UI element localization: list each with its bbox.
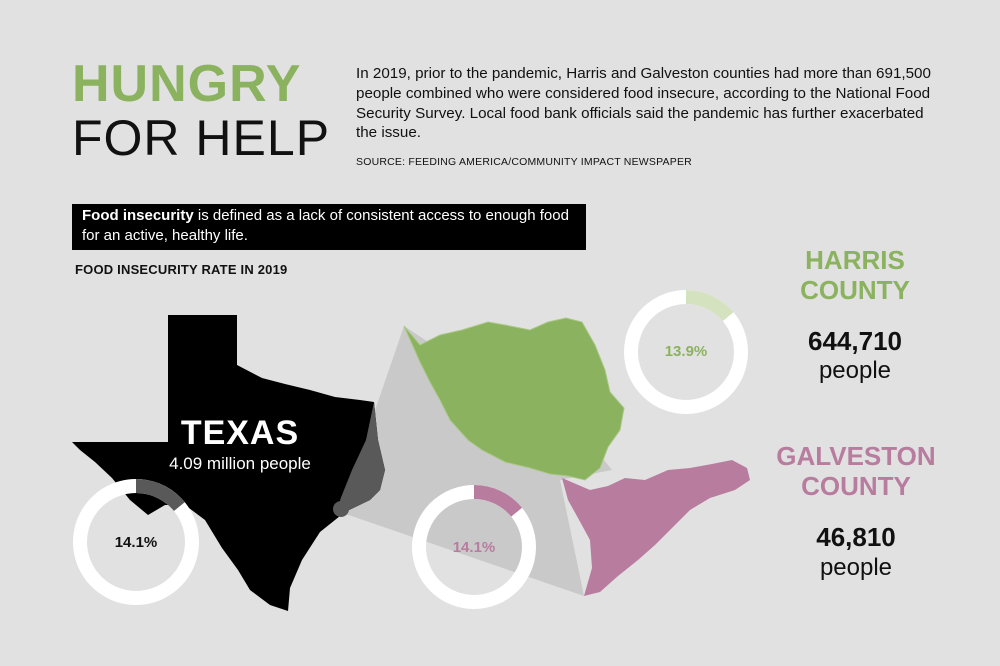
texas-map (72, 315, 385, 611)
harris-count: 644,710 (808, 326, 902, 356)
title-line-1: HUNGRY (72, 55, 302, 113)
galveston-rate-ring (412, 485, 536, 609)
galveston-county-name: GALVESTON COUNTY (768, 441, 944, 502)
source-line: SOURCE: FEEDING AMERICA/COMMUNITY IMPACT… (356, 156, 692, 168)
rate-heading: FOOD INSECURITY RATE IN 2019 (75, 262, 288, 277)
definition-text: is defined as a lack of consistent acces… (82, 207, 569, 245)
title-line-2: FOR HELP (72, 110, 331, 166)
harris-name-line-2: COUNTY (800, 274, 910, 305)
harris-rate-ring (624, 290, 748, 414)
harris-county-map (403, 317, 625, 481)
harris-ring-arc (685, 290, 734, 322)
harris-county-name: HARRIS COUNTY (790, 245, 920, 306)
texas-population: 4.09 million people (169, 454, 311, 473)
texas-rate-ring (73, 479, 199, 605)
intro-paragraph: In 2019, prior to the pandemic, Harris a… (356, 65, 931, 142)
galveston-count: 46,810 (816, 522, 896, 552)
texas-highlight (340, 402, 385, 512)
galveston-rate-label: 14.1% (452, 539, 496, 556)
texas-ring-arc (135, 479, 185, 512)
texas-rate-label: 14.1% (114, 534, 158, 551)
galveston-name-line-1: GALVESTON (776, 441, 936, 471)
galveston-name-line-2: COUNTY (801, 470, 911, 501)
galveston-ring-arc (473, 485, 523, 517)
houston-dot (333, 501, 349, 517)
galveston-unit: people (819, 554, 893, 581)
harris-name-line-1: HARRIS (805, 245, 905, 275)
harris-rate-label: 13.9% (664, 343, 708, 360)
harris-unit: people (818, 357, 892, 384)
definition-box: Food insecurity is defined as a lack of … (72, 204, 586, 250)
texas-label: TEXAS (180, 414, 300, 452)
zoom-connector (340, 326, 612, 596)
definition-term: Food insecurity (82, 207, 194, 224)
galveston-county-map (562, 460, 750, 596)
